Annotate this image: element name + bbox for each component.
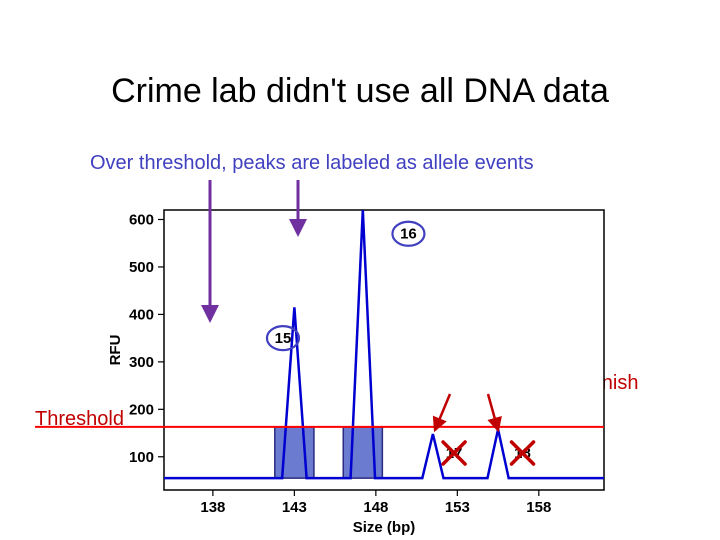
svg-text:158: 158 — [526, 499, 551, 516]
svg-text:400: 400 — [129, 306, 154, 323]
svg-text:Size (bp): Size (bp) — [353, 519, 416, 536]
svg-text:143: 143 — [282, 499, 307, 516]
svg-text:100: 100 — [129, 449, 154, 466]
svg-text:153: 153 — [445, 499, 470, 516]
svg-text:200: 200 — [129, 401, 154, 418]
svg-text:600: 600 — [129, 211, 154, 228]
svg-text:15: 15 — [275, 330, 292, 347]
electropherogram-chart: 100 200 300 400 500 600 138 143 148 153 158 Size (b… — [0, 0, 720, 540]
svg-text:148: 148 — [363, 499, 388, 516]
svg-text:16: 16 — [400, 226, 417, 243]
svg-text:RFU: RFU — [107, 335, 124, 366]
svg-text:300: 300 — [129, 354, 154, 371]
svg-text:500: 500 — [129, 259, 154, 276]
svg-text:138: 138 — [200, 499, 225, 516]
